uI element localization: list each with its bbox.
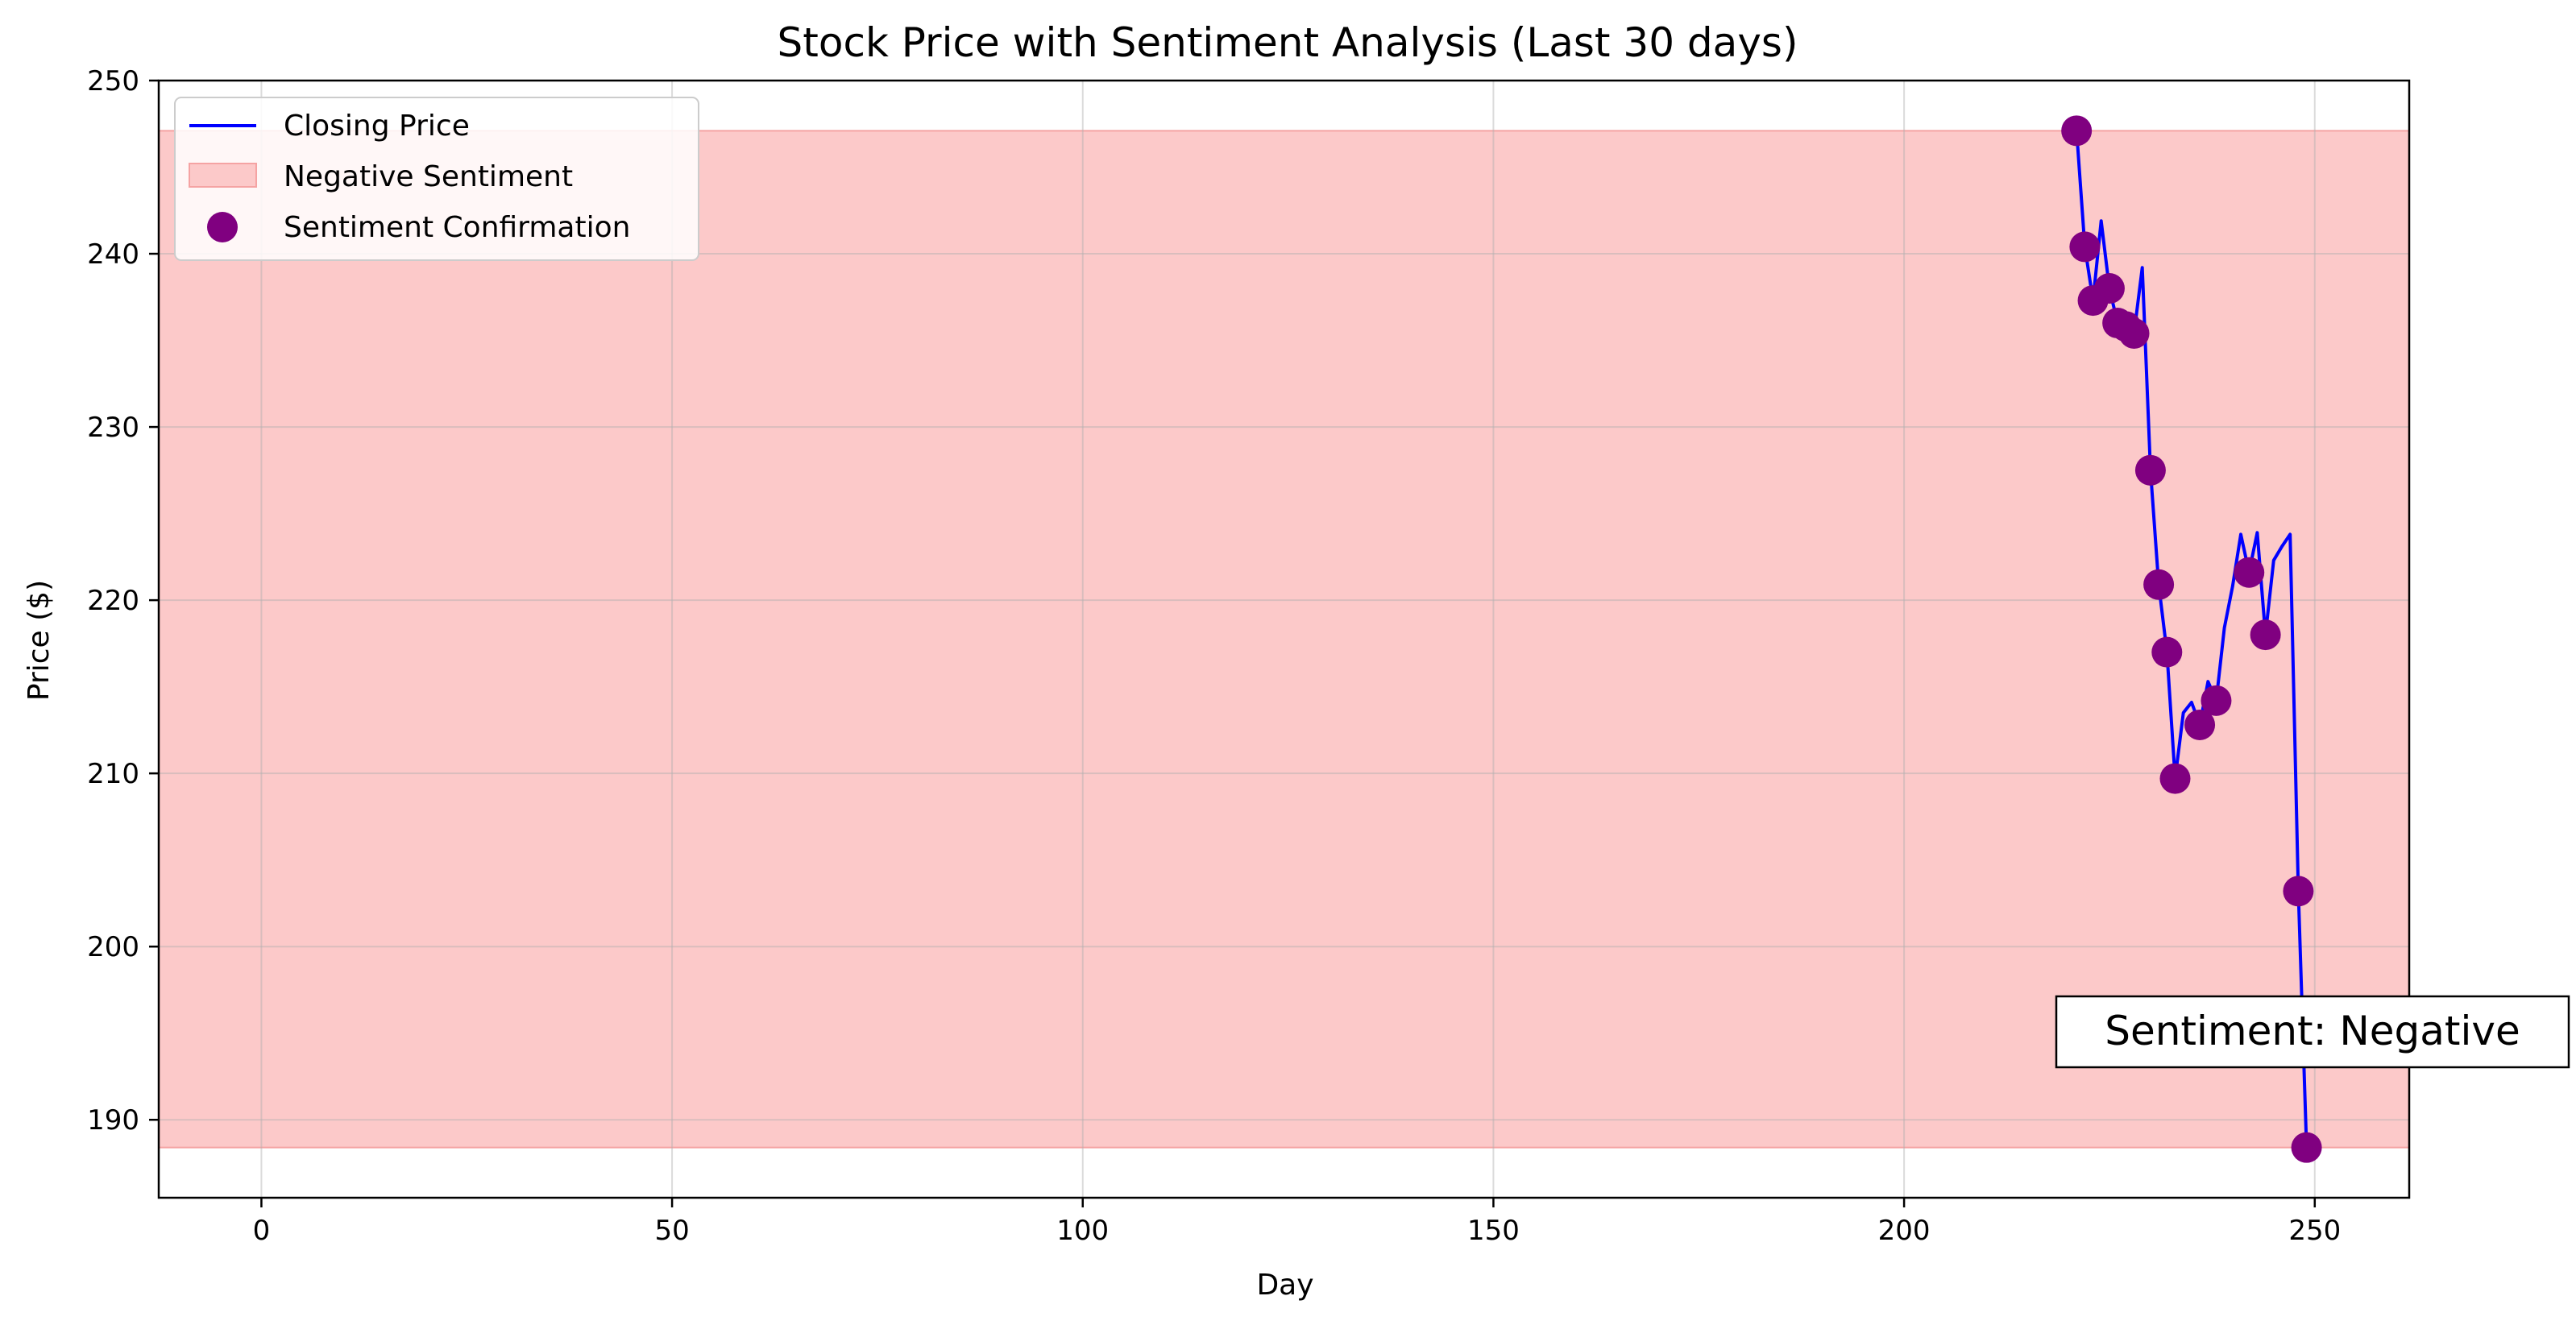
y-tick-label: 210 xyxy=(87,758,139,790)
y-tick-label: 230 xyxy=(87,412,139,444)
legend-label-negative-sentiment: Negative Sentiment xyxy=(284,160,573,193)
legend-band-swatch xyxy=(189,163,257,188)
x-axis-label: Day xyxy=(1256,1269,1313,1302)
sentiment-annotation: Sentiment: Negative xyxy=(2055,995,2570,1069)
y-axis-label: Price ($) xyxy=(23,580,56,701)
x-tick-label: 250 xyxy=(2288,1215,2341,1247)
tick-layer: 0 50 100 150 200 250 190 200 210 220 230 240 250 xyxy=(87,65,2341,1247)
legend: Closing Price Negative Sentiment Sentime… xyxy=(174,97,699,261)
y-tick-label: 200 xyxy=(87,931,139,963)
legend-marker-swatch xyxy=(207,212,238,242)
plot-frame xyxy=(157,79,2411,1199)
sentiment-confirmation-point xyxy=(2093,273,2125,304)
x-tick-label: 100 xyxy=(1056,1215,1109,1247)
annotation-text: Sentiment: Negative xyxy=(2105,1008,2520,1054)
sentiment-confirmation-point xyxy=(2151,636,2183,668)
sentiment-confirmation-point xyxy=(2291,1132,2322,1163)
band-layer xyxy=(158,130,2410,1149)
x-tick-label: 50 xyxy=(654,1215,689,1247)
sentiment-confirmation-point xyxy=(2201,685,2232,716)
x-tick-label: 150 xyxy=(1467,1215,1520,1247)
legend-label-closing-price: Closing Price xyxy=(284,110,470,143)
legend-label-sentiment-confirmation: Sentiment Confirmation xyxy=(284,211,630,244)
sentiment-confirmation-point xyxy=(2234,557,2265,588)
y-tick-label: 250 xyxy=(87,65,139,97)
grid-layer xyxy=(159,80,2409,1198)
sentiment-confirmation-point xyxy=(2283,876,2314,907)
marker-layer xyxy=(2061,115,2322,1163)
negative-sentiment-band xyxy=(158,130,2410,1149)
x-tick-label: 0 xyxy=(253,1215,271,1247)
sentiment-confirmation-point xyxy=(2134,454,2166,486)
legend-box xyxy=(174,97,699,261)
y-tick-label: 240 xyxy=(87,238,139,271)
y-tick-label: 190 xyxy=(87,1104,139,1137)
annotation-box xyxy=(2055,995,2570,1069)
sentiment-confirmation-point xyxy=(2061,115,2093,147)
chart-title: Stock Price with Sentiment Analysis (Las… xyxy=(778,19,1798,66)
sentiment-confirmation-point xyxy=(2143,569,2175,600)
y-tick-label: 220 xyxy=(87,585,139,617)
sentiment-confirmation-point xyxy=(2250,619,2281,651)
x-tick-label: 200 xyxy=(1878,1215,1931,1247)
sentiment-confirmation-point xyxy=(2118,317,2150,349)
sentiment-confirmation-point xyxy=(2159,763,2191,794)
sentiment-confirmation-point xyxy=(2069,231,2101,263)
sentiment-confirmation-point xyxy=(2184,709,2216,740)
